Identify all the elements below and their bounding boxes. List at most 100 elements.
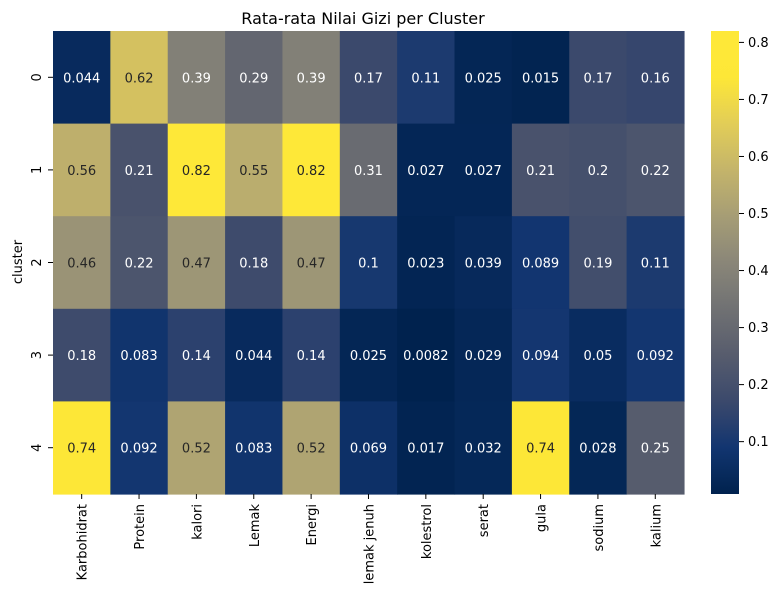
cell-value-label: 0.032 (465, 442, 502, 457)
heatmap-cell-r1-kolestrol (397, 123, 456, 217)
heatmap-cell-r0-gula (511, 31, 570, 125)
heatmap-cell-r3-serat (454, 308, 513, 402)
cell-value-label: 0.092 (120, 442, 157, 457)
heatmap-cell-r2-sodium (569, 216, 628, 310)
heatmap-cell-r1-lemak (225, 123, 284, 217)
cell-value-label: 0.21 (125, 164, 154, 179)
cell-value-label: 0.18 (239, 257, 268, 272)
heatmap-cell-r1-energi (282, 123, 341, 217)
y-tick-label-2: 2 (30, 258, 45, 266)
x-tick-label-sodium: sodium (592, 504, 607, 552)
y-axis-label: cluster (11, 239, 26, 284)
heatmap-cell-r2-lemak (225, 216, 284, 310)
x-tick-label-lemak: Lemak (248, 504, 263, 548)
cell-value-label: 0.11 (411, 71, 440, 86)
heatmap-cell-r2-energi (282, 216, 341, 310)
cell-value-label: 0.52 (182, 442, 211, 457)
x-tick-label-kalori: kalori (190, 504, 205, 540)
heatmap-cell-r3-kolestrol (397, 308, 456, 402)
heatmap-cell-r2-kalium (626, 216, 685, 310)
colorbar-tick-label: 0.3 (748, 321, 769, 336)
heatmap-cell-r0-lemak (225, 31, 284, 125)
heatmap-cell-r3-kalium (626, 308, 685, 402)
cell-value-label: 0.044 (63, 71, 100, 86)
x-axis-ticks: Karbohidrat Protein kalori Lemak Energi lemak… (76, 494, 664, 584)
cell-value-label: 0.025 (350, 349, 387, 364)
heatmap-cell-r3-energi (282, 308, 341, 402)
cell-value-label: 0.17 (354, 71, 383, 86)
cell-value-label: 0.028 (579, 442, 616, 457)
y-tick-label-1: 1 (30, 166, 45, 174)
heatmap-cell-r2-serat (454, 216, 513, 310)
cell-value-label: 0.044 (235, 349, 272, 364)
cell-value-label: 0.14 (182, 349, 211, 364)
cell-value-label: 0.39 (297, 71, 326, 86)
colorbar-tick-label: 0.4 (748, 264, 769, 279)
heatmap-cell-r0-kalium (626, 31, 685, 125)
cell-value-label: 0.2 (588, 164, 609, 179)
cell-value-label: 0.29 (239, 71, 268, 86)
cell-value-label: 0.55 (239, 164, 268, 179)
cell-value-label: 0.82 (297, 164, 326, 179)
heatmap-cell-r4-protein (110, 401, 169, 495)
heatmap-cell-r2-karbohidrat (53, 216, 111, 310)
cell-value-label: 0.029 (465, 349, 502, 364)
cell-value-label: 0.017 (407, 442, 444, 457)
x-tick-label-lemak-jenuh: lemak jenuh (362, 504, 377, 584)
cell-value-label: 0.82 (182, 164, 211, 179)
heatmap-cell-r1-lemak-jenuh (339, 123, 398, 217)
heatmap-cell-r3-lemak (225, 308, 284, 402)
y-tick-label-4: 4 (30, 444, 45, 452)
heatmap-cell-r4-energi (282, 401, 341, 495)
heatmap-cell-r4-kolestrol (397, 401, 456, 495)
heatmap-cell-r3-gula (511, 308, 570, 402)
heatmap-cell-r1-kalium (626, 123, 685, 217)
heatmap-cell-r3-protein (110, 308, 169, 402)
x-tick-label-gula: gula (535, 504, 550, 532)
cell-value-label: 0.74 (67, 442, 96, 457)
colorbar-tick-label: 0.2 (748, 378, 769, 393)
cell-value-label: 0.16 (641, 71, 670, 86)
cell-value-label: 0.62 (125, 71, 154, 86)
heatmap-cell-r4-lemak (225, 401, 284, 495)
heatmap-cell-r0-energi (282, 31, 341, 125)
cell-value-label: 0.027 (465, 164, 502, 179)
heatmap-cell-r4-kalium (626, 401, 685, 495)
heatmap-cell-r4-gula (511, 401, 570, 495)
heatmap-cell-r2-kalori (167, 216, 226, 310)
cell-value-label: 0.22 (641, 164, 670, 179)
heatmap-cell-r1-karbohidrat (53, 123, 111, 217)
colorbar-tick-label: 0.5 (748, 207, 769, 222)
cell-value-label: 0.25 (641, 442, 670, 457)
cell-value-label: 0.21 (526, 164, 555, 179)
heatmap-cell-r2-lemak-jenuh (339, 216, 398, 310)
heatmap-cell-r2-protein (110, 216, 169, 310)
cell-value-label: 0.19 (583, 257, 612, 272)
cell-value-label: 0.56 (67, 164, 96, 179)
cell-value-label: 0.089 (522, 257, 559, 272)
cell-value-label: 0.083 (120, 349, 157, 364)
heatmap-cell-r3-karbohidrat (53, 308, 111, 402)
y-tick-label-3: 3 (30, 351, 45, 359)
colorbar-tick-label: 0.6 (748, 150, 769, 165)
cell-value-label: 0.083 (235, 442, 272, 457)
heatmap-cell-r0-lemak-jenuh (339, 31, 398, 125)
colorbar-gradient (711, 31, 739, 494)
cell-value-label: 0.023 (407, 257, 444, 272)
heatmap-cell-r1-serat (454, 123, 513, 217)
heatmap-cell-r1-protein (110, 123, 169, 217)
heatmap-cell-r2-kolestrol (397, 216, 456, 310)
cell-value-label: 0.027 (407, 164, 444, 179)
heatmap-cell-r1-sodium (569, 123, 628, 217)
heatmap-cell-r1-gula (511, 123, 570, 217)
cell-value-label: 0.094 (522, 349, 559, 364)
heatmap-cell-r4-serat (454, 401, 513, 495)
cell-value-label: 0.14 (297, 349, 326, 364)
y-tick-label-0: 0 (30, 73, 45, 81)
heatmap-cell-r0-sodium (569, 31, 628, 125)
cell-value-label: 0.17 (583, 71, 612, 86)
heatmap-cell-r0-kalori (167, 31, 226, 125)
cell-value-label: 0.11 (641, 257, 670, 272)
cell-value-label: 0.039 (465, 257, 502, 272)
